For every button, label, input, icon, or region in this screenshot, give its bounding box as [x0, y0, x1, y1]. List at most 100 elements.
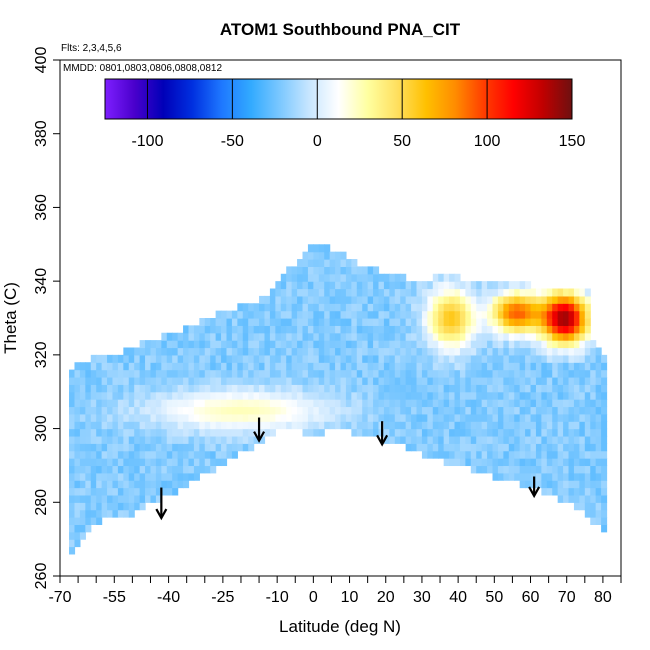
heat-cell	[302, 259, 309, 267]
heat-cell	[362, 362, 369, 371]
heat-cell	[345, 362, 352, 371]
heat-cell	[470, 450, 477, 459]
heat-cell	[579, 472, 586, 481]
heat-cell	[421, 391, 428, 400]
heat-cell	[584, 421, 591, 430]
heat-cell	[269, 428, 276, 437]
heat-cell	[79, 421, 86, 430]
heat-cell	[335, 347, 342, 356]
heat-cell	[340, 406, 347, 415]
heat-cell	[579, 318, 586, 326]
heat-cell	[584, 354, 591, 363]
heat-cell	[525, 295, 532, 304]
heat-cell	[487, 413, 494, 422]
heat-cell	[329, 406, 336, 415]
heat-cell	[487, 332, 494, 341]
heat-cell	[307, 413, 314, 422]
heat-cell	[340, 362, 347, 371]
heat-cell	[280, 281, 287, 290]
heat-cell	[286, 340, 293, 349]
heat-cell	[389, 362, 396, 371]
heat-cell	[492, 458, 499, 467]
heat-cell	[351, 303, 358, 312]
heat-cell	[90, 428, 97, 437]
heat-cell	[601, 472, 608, 481]
heat-cell	[101, 465, 108, 474]
heat-cell	[264, 428, 271, 437]
x-tick-label: 60	[522, 589, 540, 606]
heat-cell	[101, 509, 108, 518]
heat-cell	[259, 310, 266, 319]
heat-cell	[508, 391, 515, 400]
heat-cell	[514, 347, 521, 356]
heat-cell	[275, 340, 282, 349]
heat-cell	[351, 362, 358, 371]
heat-cell	[335, 310, 342, 319]
heat-cell	[351, 259, 358, 267]
heat-cell	[237, 310, 244, 319]
heat-cell	[259, 362, 266, 371]
heat-cell	[470, 318, 477, 326]
heat-cell	[416, 288, 423, 297]
heat-cell	[269, 406, 276, 415]
heat-cell	[172, 435, 179, 444]
heat-cell	[90, 354, 97, 363]
heat-cell	[155, 340, 162, 349]
heat-cell	[367, 273, 374, 282]
heat-cell	[210, 354, 217, 363]
heat-cell	[552, 332, 559, 341]
heat-cell	[405, 281, 412, 290]
heat-cell	[590, 502, 597, 511]
heat-cell	[335, 332, 342, 341]
heat-cell	[362, 347, 369, 356]
x-tick-label: -10	[266, 589, 289, 606]
heat-cell	[335, 281, 342, 290]
heat-cell	[394, 369, 401, 378]
heat-cell	[530, 288, 537, 297]
heat-cell	[259, 391, 266, 400]
heat-cell	[318, 281, 325, 290]
heat-cell	[117, 384, 124, 393]
heat-cell	[215, 376, 222, 385]
heat-cell	[237, 413, 244, 422]
heat-cell	[313, 384, 320, 393]
heat-cell	[421, 435, 428, 444]
heat-cell	[601, 487, 608, 496]
heat-cell	[421, 369, 428, 378]
heat-cell	[590, 391, 597, 400]
heat-cell	[568, 494, 575, 503]
heat-cell	[579, 421, 586, 430]
heat-cell	[96, 509, 103, 518]
heat-cell	[351, 332, 358, 341]
heat-cell	[340, 318, 347, 326]
heat-cell	[318, 421, 325, 430]
heat-cell	[161, 443, 168, 452]
heat-cell	[345, 413, 352, 422]
heat-cell	[514, 458, 521, 467]
heat-cell	[465, 332, 472, 341]
heat-cell	[286, 391, 293, 400]
heat-cell	[481, 318, 488, 326]
heat-cell	[465, 421, 472, 430]
heat-cell	[573, 310, 580, 319]
heat-cell	[307, 281, 314, 290]
heat-cell	[107, 399, 114, 408]
heat-cell	[530, 325, 537, 334]
heat-cell	[329, 266, 336, 275]
heat-cell	[275, 288, 282, 297]
heat-cell	[465, 295, 472, 304]
heat-cell	[411, 288, 418, 297]
heat-cell	[432, 303, 439, 312]
heat-cell	[302, 413, 309, 422]
heat-cell	[221, 450, 228, 459]
heat-cell	[329, 251, 336, 260]
heat-cell	[530, 406, 537, 415]
heat-cell	[405, 399, 412, 408]
heat-cell	[476, 310, 483, 319]
heat-cell	[525, 413, 532, 422]
heat-cell	[454, 354, 461, 363]
heat-cell	[525, 406, 532, 415]
heat-cell	[400, 310, 407, 319]
heat-cell	[383, 428, 390, 437]
